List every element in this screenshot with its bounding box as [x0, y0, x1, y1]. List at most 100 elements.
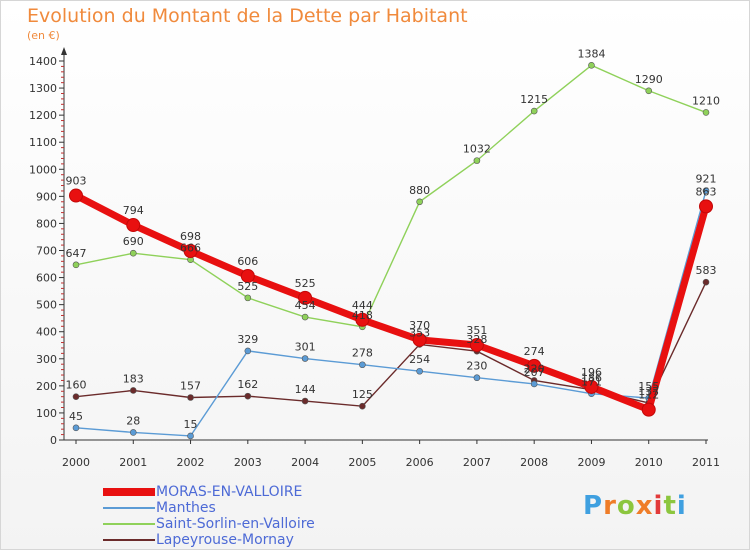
legend-label: Manthes: [156, 500, 216, 516]
data-point: [126, 218, 141, 233]
data-label: 1215: [520, 93, 548, 106]
data-point: [416, 367, 423, 375]
data-point: [359, 402, 366, 410]
data-point: [702, 109, 710, 116]
x-tick-label: 2003: [234, 456, 262, 469]
y-tick-label: 1100: [29, 136, 57, 149]
data-point: [129, 387, 137, 394]
data-point: [240, 268, 255, 283]
data-label: 329: [237, 333, 258, 346]
legend-swatch: [103, 488, 155, 496]
data-label: 278: [352, 347, 373, 360]
data-label: 525: [237, 280, 258, 293]
data-point: [412, 332, 427, 347]
legend: MORAS-EN-VALLOIRE Manthes Saint-Sorlin-e…: [103, 484, 363, 548]
x-tick-label: 2011: [692, 456, 720, 469]
logo-letter: r: [603, 491, 617, 521]
series-line: [75, 64, 707, 328]
brand-logo: Proxiti: [583, 491, 687, 521]
data-label: 1290: [635, 73, 663, 86]
data-label: 863: [696, 185, 717, 198]
y-tick-label: 400: [36, 326, 57, 339]
data-label: 157: [180, 379, 201, 392]
data-point: [187, 432, 194, 440]
data-label: 454: [295, 299, 316, 312]
x-tick-label: 2002: [177, 456, 205, 469]
data-point: [530, 107, 538, 115]
legend-item: Manthes: [103, 500, 363, 516]
y-tick-label: 1000: [29, 163, 57, 176]
data-label: 160: [66, 379, 87, 392]
data-point: [699, 199, 713, 214]
data-point: [69, 188, 83, 203]
logo-letter: x: [635, 491, 654, 521]
y-tick-label: 800: [36, 217, 57, 230]
x-tick-label: 2004: [291, 456, 319, 469]
logo-letter: i: [653, 491, 664, 521]
y-tick-label: 300: [36, 353, 57, 366]
data-label: 921: [696, 173, 717, 186]
series-line: [75, 281, 707, 407]
data-point: [72, 393, 80, 400]
data-labels: 903 794 698 606 525 444 370 351 274 196 112 863 45 28…: [66, 47, 721, 431]
legend-item: Lapeyrouse-Mornay: [103, 532, 363, 548]
data-label: 45: [69, 410, 83, 423]
data-point: [298, 290, 313, 305]
data-label: 112: [638, 389, 659, 402]
y-tick-label: 1400: [29, 55, 57, 68]
legend-swatch: [103, 507, 155, 509]
x-tick-label: 2006: [406, 456, 434, 469]
logo-letter: t: [663, 491, 677, 521]
data-label: 880: [409, 184, 430, 197]
data-point: [641, 402, 656, 417]
series-line: [75, 190, 707, 437]
data-point: [416, 198, 423, 206]
y-tick-label: 100: [36, 407, 57, 420]
data-point: [183, 244, 198, 259]
y-tick-label: 600: [36, 272, 57, 285]
data-label: 230: [466, 360, 487, 373]
legend-label: MORAS-EN-VALLOIRE: [156, 484, 303, 500]
data-label: 794: [123, 204, 144, 217]
series-lines: [69, 62, 713, 440]
data-label: 137: [638, 385, 659, 398]
data-label: 666: [180, 242, 201, 255]
unit-label: (en €): [27, 29, 60, 42]
x-tick-label: 2007: [463, 456, 491, 469]
legend-swatch: [103, 539, 155, 541]
series-line: [74, 192, 710, 414]
data-label: 183: [123, 372, 144, 385]
data-label: 690: [123, 235, 144, 248]
x-tick-label: 2008: [520, 456, 548, 469]
data-point: [702, 187, 710, 194]
y-tick-label: 500: [36, 299, 57, 312]
data-label: 698: [180, 230, 201, 243]
data-label: 125: [352, 388, 373, 401]
data-label: 525: [295, 277, 316, 290]
data-point: [355, 312, 370, 327]
data-label: 370: [409, 319, 430, 332]
x-tick-labels: 2000 2001 2002 2003 2004 2005 2006 2007 2008 2009…: [62, 456, 720, 469]
data-label: 1210: [692, 94, 720, 107]
logo-letter: o: [616, 491, 636, 521]
chart-title: Evolution du Montant de la Dette par Hab…: [27, 5, 468, 27]
x-tick-label: 2005: [348, 456, 376, 469]
data-label: 220: [524, 362, 545, 375]
data-label: 196: [581, 366, 602, 379]
legend-swatch: [103, 523, 155, 525]
data-point: [530, 380, 538, 388]
data-label: 444: [352, 299, 373, 312]
data-label: 28: [126, 414, 140, 427]
data-point: [527, 358, 542, 373]
data-point: [301, 397, 309, 405]
data-label: 418: [352, 309, 373, 322]
data-label: 301: [295, 341, 316, 354]
x-tick-label: 2009: [577, 456, 605, 469]
legend-item: Saint-Sorlin-en-Valloire: [103, 516, 363, 532]
y-tick-label: 200: [36, 380, 57, 393]
data-label: 583: [696, 264, 717, 277]
data-point: [469, 337, 484, 352]
legend-label: Lapeyrouse-Mornay: [156, 532, 294, 548]
